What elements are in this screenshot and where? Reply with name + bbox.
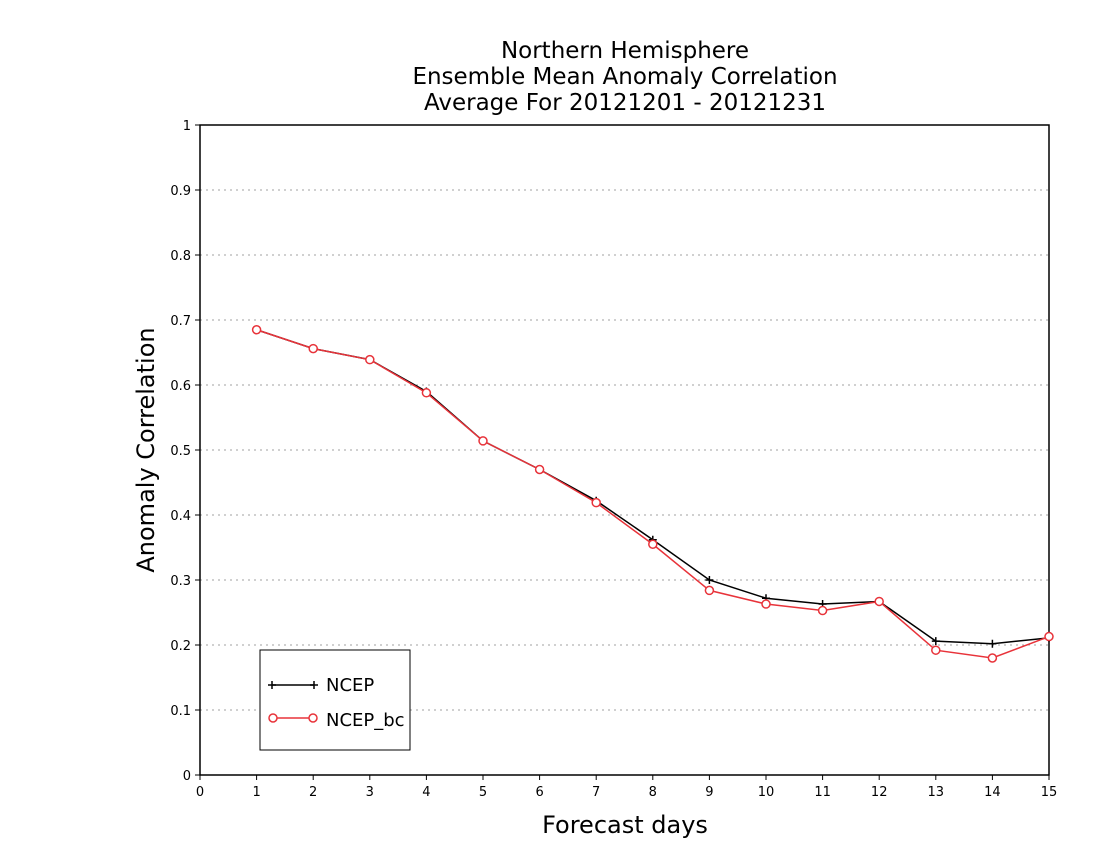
y-tick-label-0: 0 bbox=[183, 769, 191, 784]
point-ncep-bc-6 bbox=[534, 464, 545, 475]
y-tick-label-8: 0.8 bbox=[170, 249, 191, 264]
series-line-ncep-bc bbox=[256, 329, 1050, 659]
y-tick-label-1: 0.1 bbox=[170, 704, 191, 719]
y-tick-label-9: 0.9 bbox=[170, 184, 191, 199]
y-tick-label-2: 0.2 bbox=[170, 639, 191, 654]
point-ncep-14 bbox=[988, 639, 997, 648]
axes: 00.10.20.30.40.50.60.70.80.910 1 2 3 4 5 6 7 8 9 1… bbox=[170, 119, 1057, 800]
x-tick-label-9: 9 bbox=[705, 785, 713, 800]
x-tick-label-6: 6 bbox=[535, 785, 543, 800]
x-axis-label: Forecast days bbox=[542, 811, 708, 839]
x-tick-label-5: 5 bbox=[479, 785, 487, 800]
point-ncep-bc-4 bbox=[421, 388, 432, 398]
point-ncep-bc-12 bbox=[874, 596, 884, 607]
point-ncep-bc-2 bbox=[308, 343, 318, 354]
title-line-2: Ensemble Mean Anomaly Correlation bbox=[412, 64, 837, 90]
title-line-1: Northern Hemisphere bbox=[501, 38, 749, 64]
x-tick-label-10: 10 bbox=[758, 785, 775, 800]
x-tick-label-2: 2 bbox=[309, 785, 317, 800]
series-layer bbox=[251, 325, 1054, 663]
point-ncep-bc-15 bbox=[1044, 631, 1054, 642]
x-tick-label-8: 8 bbox=[649, 785, 657, 800]
legend-entry-ncep: NCEP bbox=[268, 675, 374, 696]
y-tick-label-6: 0.6 bbox=[170, 379, 191, 394]
x-tick-label-15: 15 bbox=[1041, 785, 1058, 800]
y-tick-label-3: 0.3 bbox=[170, 574, 191, 589]
x-tick-label-12: 12 bbox=[871, 785, 888, 800]
legend-label-ncep: NCEP bbox=[326, 675, 374, 696]
series-line-ncep bbox=[256, 329, 1050, 645]
x-tick-label-11: 11 bbox=[814, 785, 831, 800]
point-ncep-bc-14 bbox=[987, 653, 998, 663]
point-ncep-bc-10 bbox=[761, 599, 771, 609]
x-tick-label-7: 7 bbox=[592, 785, 600, 800]
point-ncep-bc-1 bbox=[251, 325, 262, 335]
x-tick-label-13: 13 bbox=[928, 785, 945, 800]
point-ncep-bc-5 bbox=[478, 436, 488, 446]
legend-box bbox=[259, 649, 411, 751]
point-ncep-bc-3 bbox=[365, 354, 375, 365]
chart-title: Northern Hemisphere Ensemble Mean Anomal… bbox=[412, 38, 837, 116]
point-ncep-bc-9 bbox=[704, 585, 715, 596]
y-axis-label: Anomaly Correlation bbox=[132, 327, 160, 572]
x-tick-label-14: 14 bbox=[984, 785, 1001, 800]
title-line-3: Average For 20121201 - 20121231 bbox=[424, 90, 826, 116]
legend: NCEP NCEP_bc bbox=[259, 649, 411, 751]
x-tick-label-3: 3 bbox=[366, 785, 374, 800]
x-tick-label-1: 1 bbox=[252, 785, 260, 800]
point-ncep-9 bbox=[705, 576, 714, 584]
point-ncep-bc-11 bbox=[817, 605, 828, 616]
legend-marker-ncep-bc-right bbox=[308, 713, 318, 723]
point-ncep-bc-13 bbox=[931, 645, 941, 655]
point-ncep-bc-8 bbox=[648, 539, 658, 549]
x-tick-label-4: 4 bbox=[422, 785, 430, 800]
point-ncep-bc-7 bbox=[591, 497, 601, 508]
legend-marker-ncep bbox=[268, 681, 318, 689]
legend-entry-ncep-bc: NCEP_bc bbox=[268, 710, 405, 731]
y-tick-label-4: 0.4 bbox=[170, 509, 191, 524]
x-tick-label-0: 0 bbox=[196, 785, 204, 800]
legend-marker-ncep-bc-left bbox=[268, 713, 278, 723]
y-tick-label-5: 0.5 bbox=[170, 444, 191, 459]
point-ncep-13 bbox=[931, 637, 940, 646]
y-tick-label-7: 0.7 bbox=[170, 314, 191, 329]
legend-label-ncep-bc: NCEP_bc bbox=[326, 710, 405, 731]
y-tick-label-10: 1 bbox=[183, 119, 191, 134]
